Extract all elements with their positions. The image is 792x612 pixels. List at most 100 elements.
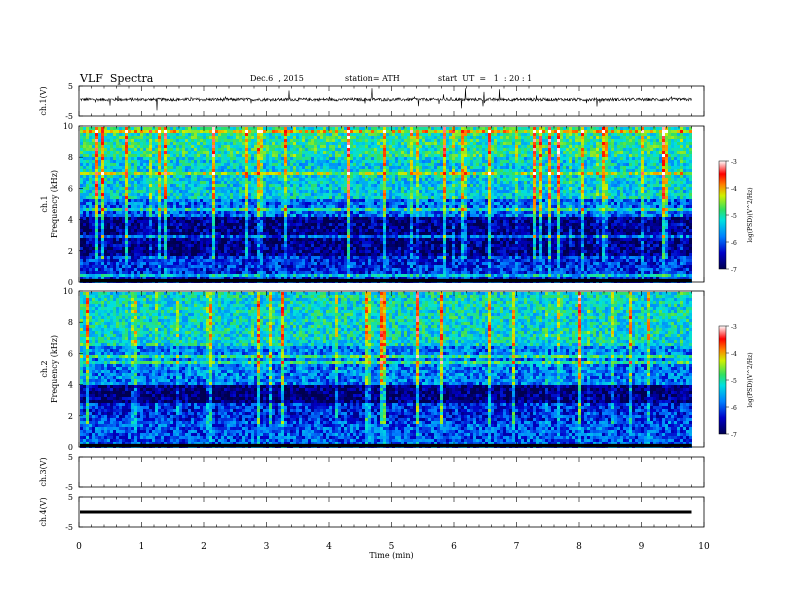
- spectrogram-cell: [212, 127, 215, 130]
- spectrogram-cell: [668, 145, 671, 148]
- spectrogram-cell: [116, 193, 119, 196]
- spectrogram-cell: [671, 142, 674, 145]
- spectrogram-cell: [281, 181, 284, 184]
- spectrogram-cell: [362, 145, 365, 148]
- spectrogram-cell: [248, 184, 251, 187]
- spectrogram-cell: [572, 151, 575, 154]
- spectrogram-cell: [584, 175, 587, 178]
- spectrogram-cell: [398, 181, 401, 184]
- spectrogram-cell: [626, 166, 629, 169]
- spectrogram-cell: [131, 139, 134, 142]
- spectrogram-cell: [383, 190, 386, 193]
- spectrogram-cell: [206, 151, 209, 154]
- spectrogram-cell: [557, 166, 560, 169]
- spectrogram-cell: [449, 190, 452, 193]
- spectrogram-cell: [176, 145, 179, 148]
- spectrogram-cell: [245, 181, 248, 184]
- spectrogram-cell: [101, 148, 104, 151]
- spectrogram-cell: [452, 136, 455, 139]
- spectrogram-cell: [623, 160, 626, 163]
- spectrogram-cell: [416, 151, 419, 154]
- spectrogram-cell: [116, 142, 119, 145]
- spectrogram-cell: [398, 193, 401, 196]
- spectrogram-cell: [512, 184, 515, 187]
- spectrogram-cell: [425, 172, 428, 175]
- spectrogram-cell: [155, 151, 158, 154]
- spectrogram-cell: [491, 163, 494, 166]
- spectrogram-cell: [242, 184, 245, 187]
- spectrogram-cell: [572, 160, 575, 163]
- spectrogram-cell: [248, 190, 251, 193]
- spectrogram-cell: [527, 157, 530, 160]
- spectrogram-cell: [326, 172, 329, 175]
- spectrogram-cell: [458, 154, 461, 157]
- spectrogram-cell: [110, 139, 113, 142]
- spectrogram-cell: [386, 196, 389, 199]
- spectrogram-cell: [80, 142, 83, 145]
- spectrogram-cell: [503, 151, 506, 154]
- spectrogram-cell: [401, 133, 404, 136]
- spectrogram-cell: [419, 154, 422, 157]
- spectrogram-cell: [125, 133, 128, 136]
- spectrogram-cell: [119, 172, 122, 175]
- spectrogram-cell: [308, 139, 311, 142]
- spectrogram-cell: [545, 184, 548, 187]
- spectrogram-cell: [362, 178, 365, 181]
- spectrogram-cell: [515, 163, 518, 166]
- spectrogram-cell: [602, 175, 605, 178]
- spectrogram-cell: [497, 127, 500, 130]
- spectrogram-cell: [551, 166, 554, 169]
- spectrogram-cell: [521, 184, 524, 187]
- spectrogram-cell: [113, 139, 116, 142]
- spectrogram-cell: [557, 157, 560, 160]
- spectrogram-cell: [83, 127, 86, 130]
- spectrogram-cell: [284, 193, 287, 196]
- spectrogram-cell: [410, 181, 413, 184]
- spectrogram-cell: [407, 196, 410, 199]
- spectrogram-cell: [323, 160, 326, 163]
- spectrogram-cell: [503, 160, 506, 163]
- spectrogram-cell: [572, 169, 575, 172]
- spectrogram-cell: [227, 178, 230, 181]
- spectrogram-cell: [209, 181, 212, 184]
- spectrogram-cell: [98, 187, 101, 190]
- spectrogram-cell: [518, 148, 521, 151]
- spectrogram-cell: [272, 175, 275, 178]
- spectrogram-cell: [323, 181, 326, 184]
- spectrogram-cell: [602, 139, 605, 142]
- spectrogram-cell: [260, 157, 263, 160]
- spectrogram-cell: [551, 148, 554, 151]
- spectrogram-cell: [500, 145, 503, 148]
- spectrogram-cell: [434, 154, 437, 157]
- spectrogram-cell: [653, 193, 656, 196]
- spectrogram-cell: [290, 151, 293, 154]
- spectrogram-cell: [185, 151, 188, 154]
- spectrogram-cell: [311, 154, 314, 157]
- spectrogram-cell: [662, 181, 665, 184]
- spectrogram-cell: [101, 178, 104, 181]
- spectrogram-cell: [395, 154, 398, 157]
- spectrogram-cell: [332, 130, 335, 133]
- spectrogram-cell: [248, 181, 251, 184]
- spectrogram-cell: [575, 151, 578, 154]
- spectrogram-cell: [164, 148, 167, 151]
- spectrogram-cell: [230, 193, 233, 196]
- spectrogram-cell: [437, 154, 440, 157]
- spectrogram-cell: [179, 166, 182, 169]
- spectrogram-cell: [347, 196, 350, 199]
- spectrogram-cell: [584, 127, 587, 130]
- spectrogram-cell: [260, 160, 263, 163]
- spectrogram-cell: [251, 184, 254, 187]
- spectrogram-cell: [224, 178, 227, 181]
- spectrogram-cell: [470, 169, 473, 172]
- spectrogram-cell: [653, 172, 656, 175]
- spectrogram-cell: [386, 148, 389, 151]
- spectrogram-cell: [107, 193, 110, 196]
- spectrogram-cell: [338, 142, 341, 145]
- spectrogram-cell: [290, 172, 293, 175]
- spectrogram-cell: [380, 184, 383, 187]
- spectrogram-cell: [134, 172, 137, 175]
- spectrogram-cell: [443, 145, 446, 148]
- spectrogram-cell: [686, 166, 689, 169]
